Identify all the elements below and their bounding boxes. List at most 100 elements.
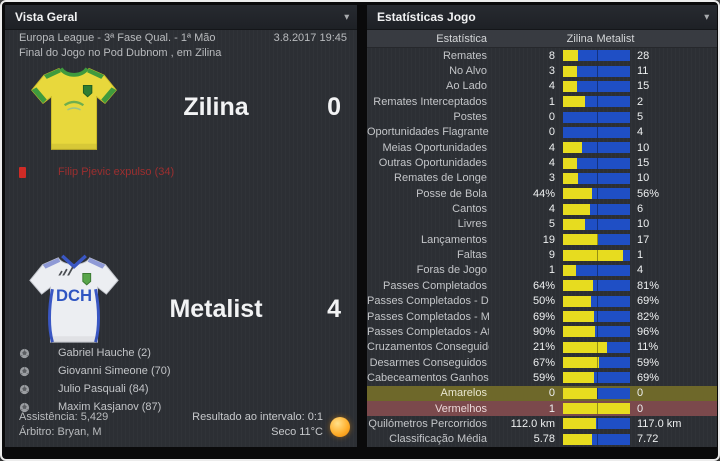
stat-bar-home-segment	[563, 280, 593, 292]
stat-bar-center-divider	[596, 80, 598, 92]
stat-label: Passes Completados - Meio..	[367, 310, 489, 323]
stat-row: Ao Lado 4 15	[367, 79, 717, 94]
stat-row: Quilómetros Percorridos 112.0 km 117.0 k…	[367, 416, 717, 431]
scorer-name: Maxim Kasjanov (87)	[58, 401, 162, 413]
chevron-down-icon[interactable]: ▾	[704, 11, 709, 22]
stat-bar-home-segment	[563, 311, 594, 323]
stat-row: Desarmes Conseguidos 67% 59%	[367, 355, 717, 370]
stat-bar-center-divider	[596, 326, 598, 338]
stat-home-value: 0	[548, 387, 555, 400]
stat-away-value: 1	[637, 249, 644, 262]
stat-away-value: 56%	[637, 187, 660, 200]
stat-bar-center-divider	[596, 142, 598, 154]
stat-away-value: 11	[637, 65, 649, 78]
stat-label: Desarmes Conseguidos	[369, 356, 487, 369]
stat-bar-home-segment	[563, 341, 607, 353]
stat-label: Posse de Bola	[416, 187, 487, 200]
svg-text:DCH: DCH	[56, 286, 92, 305]
stat-home-value: 44%	[532, 187, 555, 200]
stat-bar-home-segment	[563, 326, 596, 338]
stat-away-value: 69%	[637, 295, 660, 308]
scorer-row: Gabriel Hauche (2)	[19, 344, 171, 362]
stat-row: Meias Oportunidades 4 10	[367, 140, 717, 155]
stat-bar-home-segment	[563, 65, 578, 77]
stat-bar-home-segment	[563, 372, 594, 384]
stat-bar-home-segment	[563, 218, 586, 230]
stat-bar-home-segment	[563, 172, 579, 184]
stat-home-value: 0	[548, 111, 555, 124]
attendance-label: Assistência: 5,429	[19, 411, 109, 423]
football-icon	[19, 402, 30, 413]
stats-rows: Remates 8 28 No Alvo 3 11 Ao Lado 4 15 R…	[367, 48, 717, 447]
stat-bar	[563, 188, 630, 200]
stat-bar	[563, 372, 630, 384]
stat-bar-center-divider	[596, 387, 598, 399]
stat-row: Oportunidades Flagrantes 0 4	[367, 125, 717, 140]
stat-bar-home-segment	[563, 96, 586, 108]
stat-label: Ao Lado	[446, 80, 487, 93]
scorer-name: Julio Pasquali (84)	[58, 383, 149, 395]
stat-bar-center-divider	[596, 249, 598, 261]
stat-row: Outras Oportunidades 4 15	[367, 155, 717, 170]
stat-row: Posse de Bola 44% 56%	[367, 186, 717, 201]
stat-bar-center-divider	[596, 111, 598, 123]
stat-bar	[563, 203, 630, 215]
stat-home-value: 59%	[532, 371, 555, 384]
stat-bar-center-divider	[596, 157, 598, 169]
stat-home-value: 4	[548, 203, 555, 216]
referee-label: Árbitro: Bryan, M	[19, 426, 102, 438]
overview-panel-header[interactable]: Vista Geral ▾	[5, 5, 357, 30]
stat-row: Cabeceamentos Ganhos 59% 69%	[367, 370, 717, 385]
scorer-name: Giovanni Simeone (70)	[58, 365, 171, 377]
chevron-down-icon[interactable]: ▾	[344, 11, 349, 22]
column-header-home: Zilina	[566, 32, 593, 45]
stat-row: Faltas 9 1	[367, 247, 717, 262]
stat-home-value: 50%	[532, 295, 555, 308]
stat-bar	[563, 157, 630, 169]
stat-home-value: 19	[542, 233, 555, 246]
stat-home-value: 9	[548, 249, 555, 262]
stat-away-value: 2	[637, 95, 644, 108]
match-datetime: 3.8.2017 19:45	[273, 32, 347, 44]
red-card-icon	[19, 166, 26, 178]
stat-bar	[563, 126, 630, 138]
stat-bar-home-segment	[563, 418, 596, 430]
stat-label: Foras de Jogo	[416, 264, 487, 277]
stat-label: Passes Completados - Defesa	[367, 295, 489, 308]
overview-panel: Vista Geral ▾ Europa League - 3ª Fase Qu…	[5, 5, 357, 447]
away-team-name: Metalist	[169, 295, 263, 323]
stat-bar	[563, 357, 630, 369]
stat-away-value: 0	[637, 402, 644, 415]
stat-bar	[563, 249, 630, 261]
home-score-line: Zilina 0	[5, 93, 357, 123]
stat-bar-center-divider	[596, 96, 598, 108]
away-team-score: 4	[327, 295, 341, 323]
stat-away-value: 10	[637, 141, 650, 154]
stat-row: Livres 5 10	[367, 217, 717, 232]
stat-away-value: 82%	[637, 310, 660, 323]
stat-away-value: 96%	[637, 325, 660, 338]
stat-row: Remates Interceptados 1 2	[367, 94, 717, 109]
stat-bar-center-divider	[596, 357, 598, 369]
weather-label: Seco 11°C	[271, 426, 323, 438]
stat-bar	[563, 65, 630, 77]
stat-home-value: 0	[548, 126, 555, 139]
stat-home-value: 8	[548, 49, 555, 62]
stat-bar	[563, 280, 630, 292]
stat-home-value: 5	[548, 218, 555, 231]
stats-panel-header[interactable]: Estatísticas Jogo ▾	[367, 5, 717, 30]
stat-label: Oportunidades Flagrantes	[367, 126, 489, 139]
stats-title: Estatísticas Jogo	[377, 10, 476, 24]
match-info-left: Assistência: 5,429 Árbitro: Bryan, M	[19, 410, 108, 440]
stat-row: Passes Completados - Meio.. 69% 82%	[367, 309, 717, 324]
stat-away-value: 0	[637, 387, 644, 400]
stat-bar-home-segment	[563, 157, 578, 169]
match-meta-line: Europa League - 3ª Fase Qual. - 1ª Mão 3…	[19, 32, 347, 44]
stat-home-value: 4	[548, 141, 555, 154]
stats-panel: Estatísticas Jogo ▾ Estatística Zilina M…	[367, 5, 717, 447]
stat-row: Lançamentos 19 17	[367, 232, 717, 247]
stat-row: Postes 0 5	[367, 109, 717, 124]
stat-label: Postes	[453, 111, 487, 124]
overview-title: Vista Geral	[15, 10, 78, 24]
scorer-name: Gabriel Hauche (2)	[58, 347, 151, 359]
